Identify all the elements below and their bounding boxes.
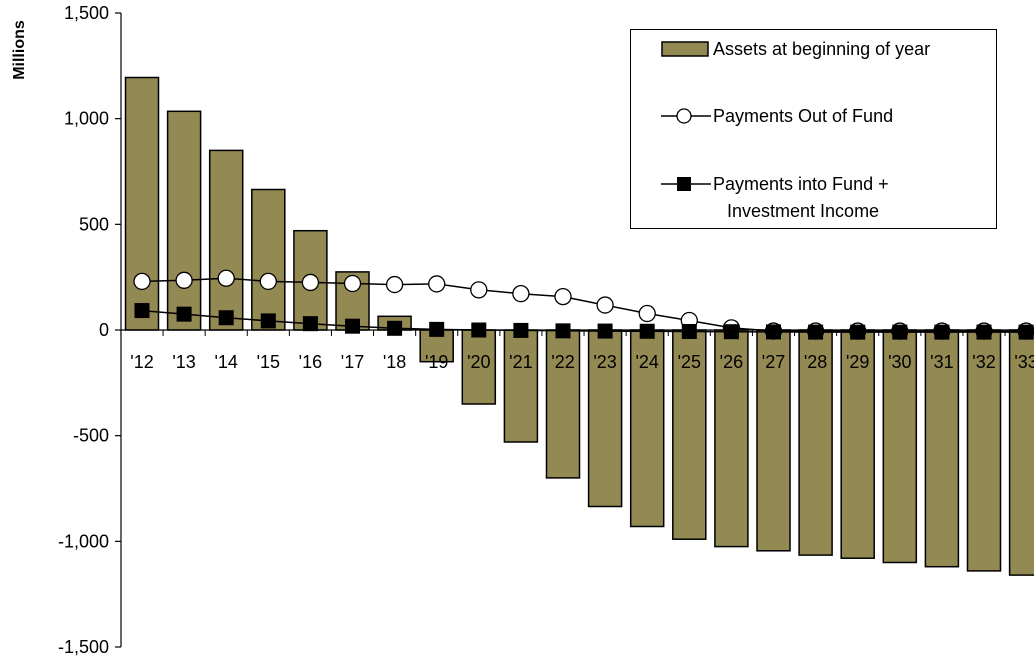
x-tick-label-5: '17 <box>341 352 364 372</box>
x-tick-label-3: '15 <box>257 352 280 372</box>
x-tick-label-13: '25 <box>678 352 701 372</box>
point-payments-in-14 <box>723 324 739 340</box>
point-payments-in-18 <box>892 324 908 340</box>
x-tick-label-14: '26 <box>720 352 743 372</box>
y-tick-label-6: -1,500 <box>58 637 109 657</box>
point-payments-in-2 <box>218 310 234 326</box>
y-tick-label-4: -500 <box>73 426 109 446</box>
series-line-1 <box>141 277 1027 332</box>
x-tick-label-0: '12 <box>130 352 153 372</box>
bar-assets-1 <box>166 110 202 331</box>
point-payments-out-8 <box>470 281 488 299</box>
y-tick-label-2: 500 <box>79 214 109 234</box>
legend-swatch-assets <box>661 41 709 57</box>
y-tick-label-3: 0 <box>99 320 109 340</box>
bar-assets-3 <box>251 188 286 331</box>
bar-assets-21 <box>1008 329 1034 576</box>
x-tick-label-12: '24 <box>635 352 658 372</box>
x-tick-label-9: '21 <box>509 352 532 372</box>
point-payments-out-2 <box>217 269 235 287</box>
point-payments-out-7 <box>428 275 446 293</box>
point-payments-out-12 <box>638 304 656 323</box>
bar-assets-11 <box>587 329 623 508</box>
point-payments-out-0 <box>133 272 151 291</box>
point-payments-in-6 <box>387 320 403 336</box>
x-tick-label-11: '23 <box>593 352 616 372</box>
point-payments-in-12 <box>639 323 655 339</box>
series-line-2 <box>141 309 1027 333</box>
point-payments-in-3 <box>260 313 276 329</box>
point-payments-in-20 <box>976 324 992 340</box>
bar-assets-20 <box>966 329 1002 572</box>
bar-assets-17 <box>840 329 875 559</box>
bar-assets-13 <box>672 329 707 540</box>
legend-marker-payments-in <box>677 177 691 191</box>
point-payments-in-11 <box>597 323 613 339</box>
point-payments-in-0 <box>134 303 150 319</box>
bar-assets-18 <box>882 329 918 564</box>
legend-label-payments-in-line1: Payments into Fund + <box>713 174 889 194</box>
bar-assets-2 <box>208 149 244 331</box>
x-tick-label-7: '19 <box>425 352 448 372</box>
x-tick-label-21: '33 <box>1014 352 1034 372</box>
point-payments-in-9 <box>513 322 529 338</box>
x-tick-label-1: '13 <box>172 352 195 372</box>
point-payments-in-1 <box>176 306 192 322</box>
point-payments-in-5 <box>345 318 360 334</box>
x-tick-label-18: '30 <box>888 352 911 372</box>
point-payments-in-8 <box>471 322 487 338</box>
y-tick-label-5: -1,000 <box>58 531 109 551</box>
bar-assets-15 <box>756 329 791 552</box>
point-payments-in-15 <box>766 324 781 340</box>
point-payments-out-3 <box>259 272 277 291</box>
x-tick-label-19: '31 <box>930 352 953 372</box>
legend-marker-payments-out <box>676 108 692 124</box>
x-tick-label-2: '14 <box>214 352 237 372</box>
legend-label-assets: Assets at beginning of year <box>713 39 931 59</box>
bar-assets-9 <box>503 329 539 443</box>
point-payments-in-21 <box>1018 324 1034 340</box>
x-tick-label-4: '16 <box>299 352 322 372</box>
point-payments-out-11 <box>596 296 614 314</box>
point-payments-in-4 <box>302 316 318 332</box>
point-payments-out-6 <box>385 275 404 294</box>
point-payments-out-10 <box>554 287 572 306</box>
y-tick-label-1: 1,000 <box>64 109 109 129</box>
legend-label-payments-out: Payments Out of Fund <box>713 106 894 126</box>
point-payments-in-16 <box>808 324 824 340</box>
point-payments-in-7 <box>429 321 445 337</box>
point-payments-in-17 <box>850 324 866 340</box>
x-tick-label-16: '28 <box>804 352 827 372</box>
y-tick-label-0: 1,500 <box>64 3 109 23</box>
point-payments-in-19 <box>934 324 950 340</box>
point-payments-out-5 <box>343 274 362 293</box>
legend-label-payments-in-line2: Investment Income <box>727 201 880 221</box>
x-tick-label-10: '22 <box>551 352 574 372</box>
point-payments-in-10 <box>555 323 571 339</box>
point-payments-out-4 <box>301 273 320 292</box>
point-payments-out-9 <box>512 285 530 303</box>
y-axis-title: Millions <box>11 20 28 80</box>
bar-assets-8 <box>461 329 497 405</box>
x-tick-label-17: '29 <box>846 352 869 372</box>
bar-assets-0 <box>124 76 160 331</box>
bar-assets-12 <box>629 329 665 528</box>
point-payments-in-13 <box>681 323 697 339</box>
bar-assets-16 <box>798 329 833 556</box>
point-payments-out-1 <box>175 271 193 289</box>
legend: Assets at beginning of year Payments Out… <box>630 29 997 229</box>
bar-assets-19 <box>924 329 960 568</box>
x-tick-label-20: '32 <box>972 352 995 372</box>
x-tick-label-6: '18 <box>383 352 406 372</box>
x-tick-label-8: '20 <box>467 352 490 372</box>
x-tick-label-15: '27 <box>762 352 785 372</box>
